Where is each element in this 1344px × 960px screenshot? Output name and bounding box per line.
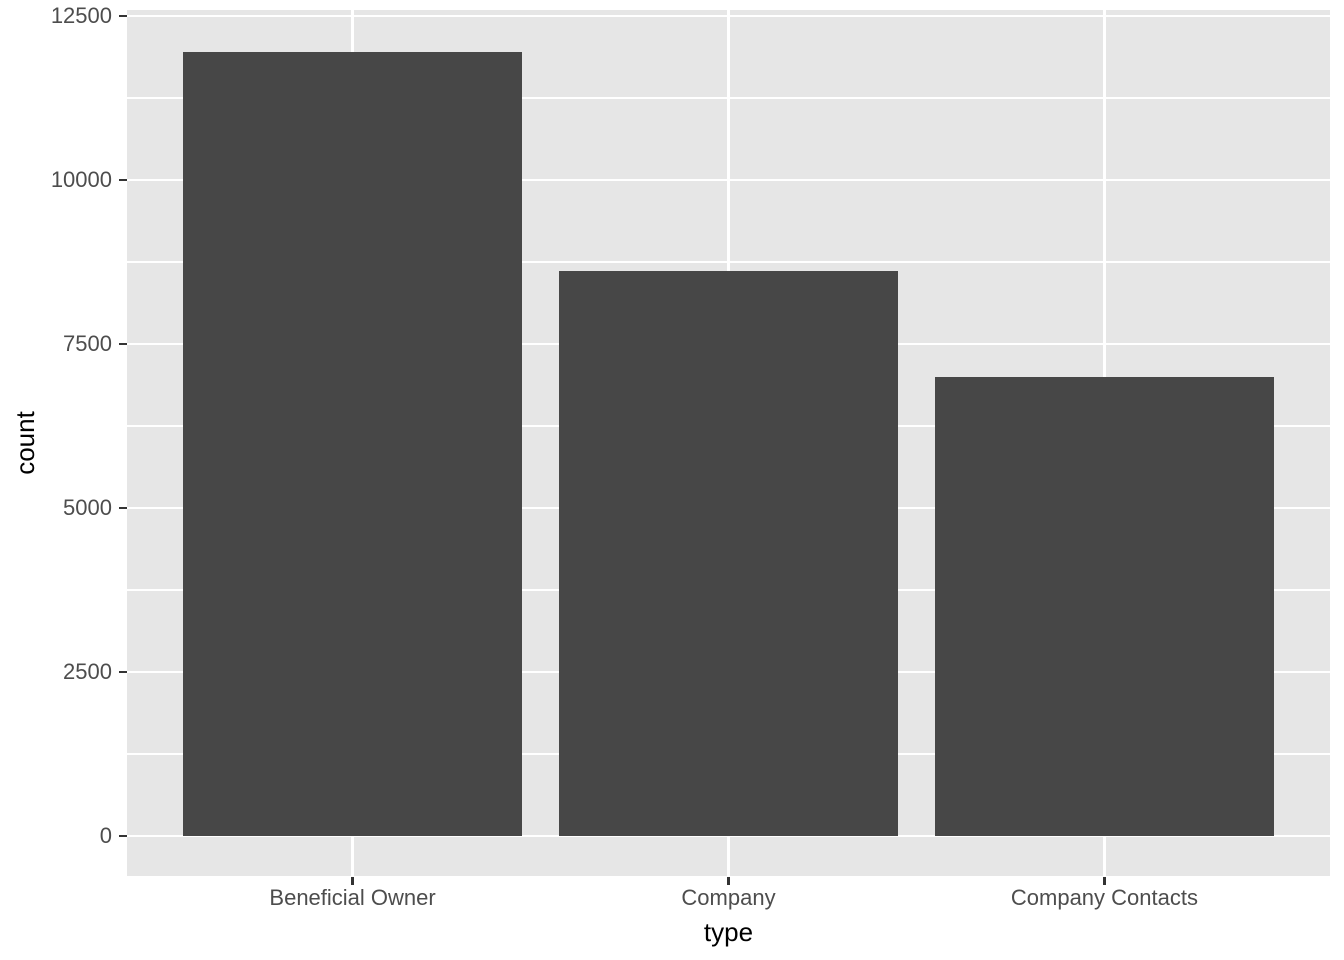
x-tick-mark <box>1103 877 1106 885</box>
x-tick-mark <box>351 877 354 885</box>
y-axis-title: count <box>10 411 40 475</box>
x-tick-label: Company Contacts <box>1010 885 1198 910</box>
y-tick-label: 0 <box>99 823 112 848</box>
y-tick-label: 5000 <box>63 495 112 520</box>
y-tick-label: 7500 <box>63 331 112 356</box>
x-tick-label: Beneficial Owner <box>269 885 436 910</box>
y-tick-label: 10000 <box>50 167 112 192</box>
y-tick-mark <box>119 670 127 674</box>
bar-beneficial-owner <box>183 52 522 836</box>
bar-company-contacts <box>935 376 1274 836</box>
bar-company <box>559 270 898 836</box>
plot-panel <box>127 10 1330 876</box>
y-tick-mark <box>119 14 127 18</box>
x-tick-mark <box>727 877 730 885</box>
y-tick-mark <box>119 178 127 182</box>
y-tick-mark <box>119 506 127 510</box>
y-tick-mark <box>119 342 127 346</box>
x-axis-title: type <box>703 917 754 947</box>
y-tick-mark <box>119 834 127 838</box>
y-tick-label: 2500 <box>63 659 112 684</box>
y-tick-label: 12500 <box>50 3 112 28</box>
x-tick-label: Company <box>681 885 776 910</box>
